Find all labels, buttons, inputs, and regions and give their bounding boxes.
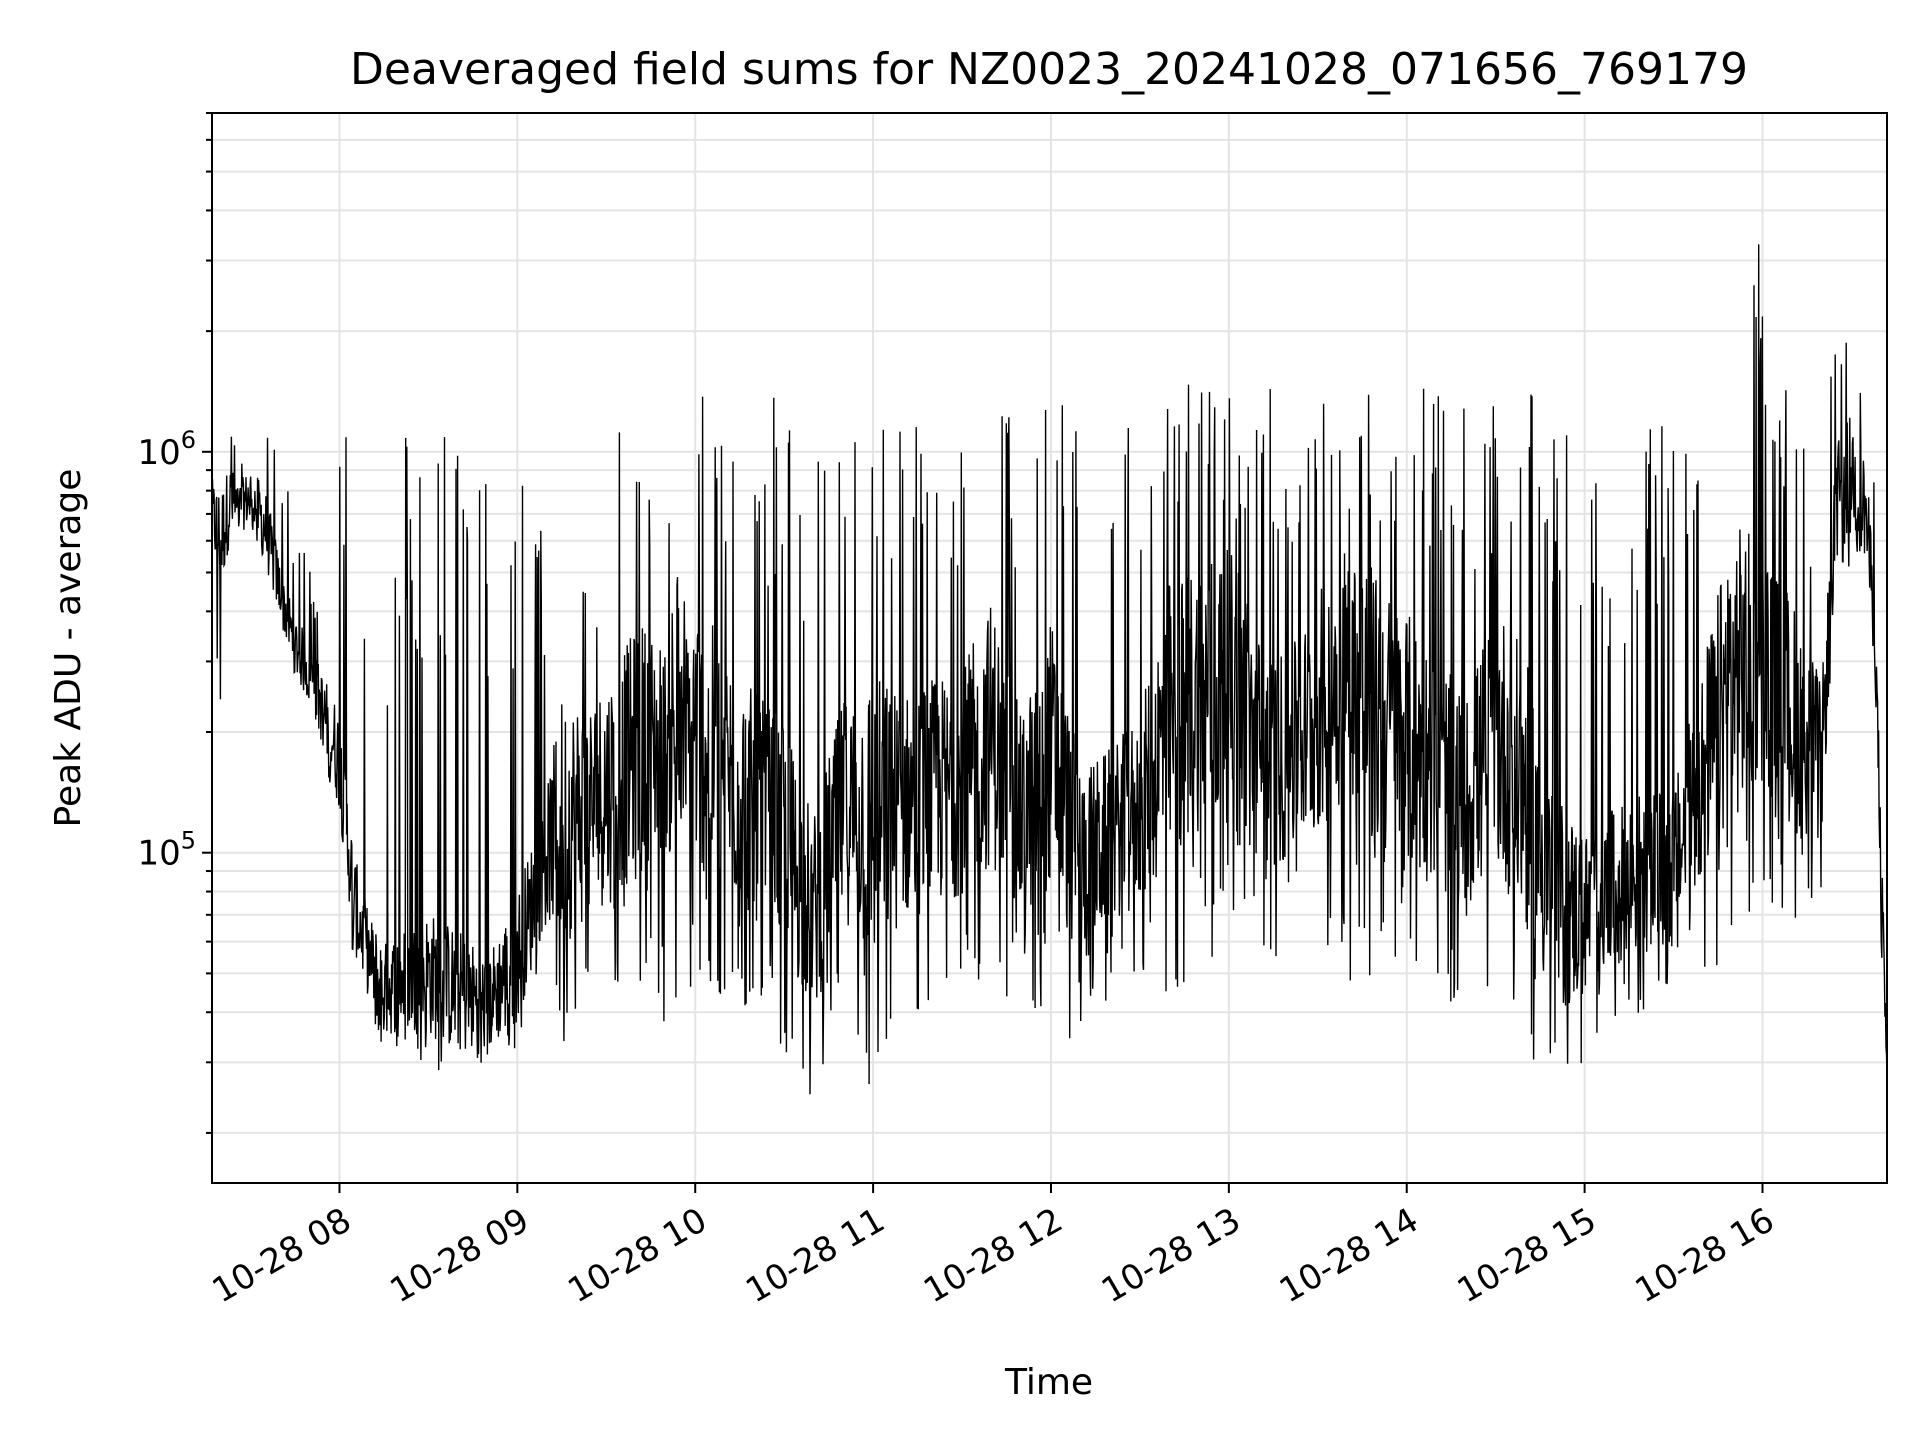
data-series bbox=[211, 244, 1888, 1095]
plot-frame bbox=[211, 112, 1888, 1184]
y-axis-label: Peak ADU - average bbox=[48, 469, 89, 828]
y-tick-label: 105 bbox=[137, 827, 196, 874]
y-tick-label-base: 10 bbox=[137, 433, 180, 473]
y-tick-label-exponent: 6 bbox=[181, 426, 196, 454]
y-tick-label-exponent: 5 bbox=[181, 827, 196, 855]
y-tick-label-base: 10 bbox=[137, 834, 180, 874]
chart-title: Deaveraged field sums for NZ0023_2024102… bbox=[350, 44, 1748, 95]
x-axis-label: Time bbox=[1004, 1362, 1093, 1403]
y-tick-label: 106 bbox=[137, 426, 196, 473]
series-line bbox=[211, 244, 1888, 1095]
